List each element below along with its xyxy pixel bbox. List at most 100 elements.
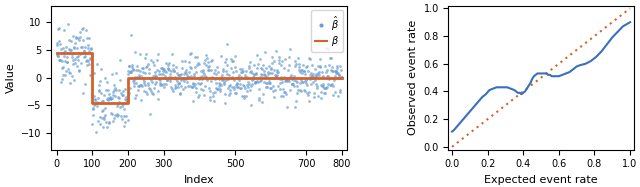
Point xyxy=(129,79,139,82)
Point xyxy=(125,87,135,90)
Point xyxy=(281,93,291,96)
Point xyxy=(225,92,235,95)
Point xyxy=(150,75,161,78)
Point xyxy=(72,56,82,59)
Point xyxy=(156,83,166,86)
Point xyxy=(61,61,72,64)
Point xyxy=(314,65,324,68)
Point xyxy=(246,78,257,81)
Point xyxy=(95,79,105,82)
Point xyxy=(156,72,166,75)
Point xyxy=(191,71,201,74)
Point xyxy=(196,69,206,72)
Point xyxy=(92,104,102,107)
Point xyxy=(297,68,307,71)
Point xyxy=(141,53,152,56)
Point xyxy=(190,66,200,69)
Point xyxy=(229,86,239,89)
Point xyxy=(107,112,117,115)
Point xyxy=(116,114,126,117)
Point xyxy=(272,71,282,74)
Point xyxy=(122,100,132,103)
Point xyxy=(85,57,95,60)
Point xyxy=(209,72,219,75)
Point xyxy=(284,64,294,67)
Point xyxy=(102,98,113,101)
Point xyxy=(141,90,151,93)
Point xyxy=(145,88,156,91)
Point xyxy=(280,58,291,61)
Point xyxy=(195,76,205,79)
Point xyxy=(306,76,316,79)
Point xyxy=(146,90,156,93)
Point xyxy=(177,73,187,76)
Point xyxy=(172,80,182,83)
Point xyxy=(140,56,150,59)
Point xyxy=(58,46,68,49)
Point xyxy=(291,80,301,83)
Point xyxy=(156,82,166,85)
Point xyxy=(323,82,333,85)
Point xyxy=(287,82,297,85)
Point xyxy=(180,59,191,62)
Point xyxy=(273,71,284,74)
Point xyxy=(92,100,102,103)
Point xyxy=(243,76,253,79)
Point xyxy=(174,82,184,85)
Point xyxy=(159,69,170,72)
Point xyxy=(120,98,130,101)
Point xyxy=(320,65,330,68)
Point xyxy=(218,79,228,82)
Point xyxy=(257,68,268,70)
Point xyxy=(212,65,223,68)
Point xyxy=(59,28,69,31)
Point xyxy=(177,60,187,63)
Point xyxy=(317,74,328,77)
Point xyxy=(134,83,145,86)
Point xyxy=(96,67,106,70)
Point xyxy=(112,113,122,116)
Point xyxy=(222,64,232,67)
Point xyxy=(192,63,202,66)
Point xyxy=(289,84,299,87)
Point xyxy=(158,67,168,70)
Point xyxy=(54,43,65,46)
Point xyxy=(258,93,268,96)
Point xyxy=(137,67,147,70)
Point xyxy=(271,49,281,52)
Point xyxy=(241,69,251,72)
Point xyxy=(293,66,303,69)
Point xyxy=(67,53,77,56)
Point xyxy=(324,84,335,87)
Point xyxy=(64,70,74,73)
Point xyxy=(163,64,173,67)
Point xyxy=(168,63,178,66)
Point xyxy=(166,75,176,78)
Point xyxy=(189,55,200,58)
Point xyxy=(182,74,192,77)
Point xyxy=(206,68,216,71)
Point xyxy=(230,91,240,94)
Point xyxy=(124,64,134,67)
Point xyxy=(264,79,275,82)
Point xyxy=(198,93,209,96)
Point xyxy=(62,61,72,64)
Point xyxy=(54,39,64,42)
Point xyxy=(239,85,249,88)
Point xyxy=(203,61,213,64)
Point xyxy=(224,85,234,88)
Point xyxy=(100,88,111,91)
Point xyxy=(289,75,299,78)
Point xyxy=(283,68,293,71)
Point xyxy=(60,50,70,53)
Point xyxy=(140,72,150,75)
Point xyxy=(226,66,236,69)
Point xyxy=(317,76,327,79)
Point xyxy=(295,71,305,74)
Point xyxy=(310,68,320,71)
Point xyxy=(205,79,216,82)
Point xyxy=(197,75,207,78)
Point xyxy=(68,58,78,61)
Point xyxy=(126,70,136,73)
Point xyxy=(287,82,298,85)
